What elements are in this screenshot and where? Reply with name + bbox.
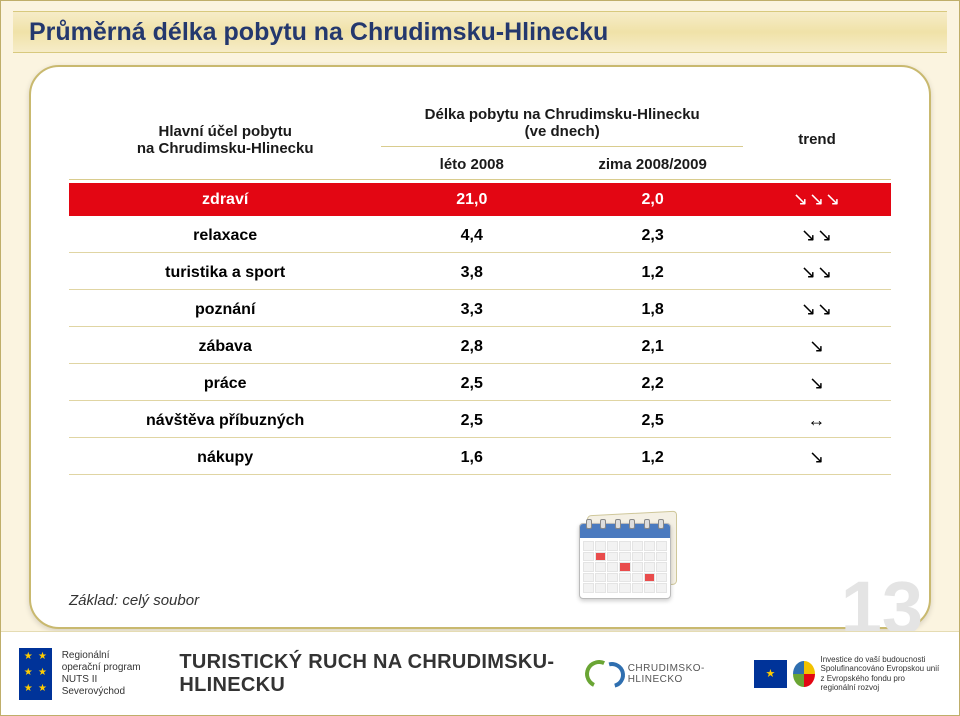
col3-header: trend <box>743 100 891 180</box>
col0-header-line1: Hlavní účel pobytu <box>79 123 371 140</box>
eu-wave-icon <box>793 661 815 687</box>
row-label: turistika a sport <box>69 256 381 290</box>
row-leto: 3,3 <box>381 293 562 327</box>
table-row: nákupy 1,6 1,2 ↘ <box>69 441 891 475</box>
row-trend: ↔ <box>743 404 891 438</box>
row-zima: 1,8 <box>562 293 743 327</box>
row-leto: 21,0 <box>381 183 562 216</box>
col12-header: Délka pobytu na Chrudimsku-Hlinecku (ve … <box>381 100 743 147</box>
table-row: poznání 3,3 1,8 ↘↘ <box>69 293 891 327</box>
col0-header-line2: na Chrudimsku-Hlinecku <box>79 140 371 157</box>
slide: Průměrná délka pobytu na Chrudimsku-Hlin… <box>0 0 960 716</box>
footer: ★★★★★★ Regionální operační program NUTS … <box>1 631 959 715</box>
row-label: zábava <box>69 330 381 364</box>
rop-text: Regionální operační program NUTS II Seve… <box>62 650 146 698</box>
row-label: nákupy <box>69 441 381 475</box>
row-zima: 2,5 <box>562 404 743 438</box>
row-zima: 2,0 <box>562 183 743 216</box>
row-zima: 2,3 <box>562 219 743 253</box>
table-row: práce 2,5 2,2 ↘ <box>69 367 891 401</box>
eu-fund-text: Investice do vaší budoucnosti Spolufinan… <box>821 655 942 692</box>
eu-flag-icon: ★ <box>754 660 787 688</box>
calendar-icon <box>579 513 689 613</box>
row-label: návštěva příbuzných <box>69 404 381 438</box>
row-trend: ↘↘ <box>743 256 891 290</box>
row-leto: 4,4 <box>381 219 562 253</box>
table-row: zábava 2,8 2,1 ↘ <box>69 330 891 364</box>
row-label: relaxace <box>69 219 381 253</box>
row-label: zdraví <box>69 183 381 216</box>
swirl-icon <box>585 660 622 688</box>
eu-fund-logo: ★ Investice do vaší budoucnosti Spolufin… <box>754 655 941 692</box>
row-trend: ↘ <box>743 367 891 401</box>
table-row: zdraví 21,0 2,0 ↘↘↘ <box>69 183 891 216</box>
slide-title: Průměrná délka pobytu na Chrudimsku-Hlin… <box>29 18 608 47</box>
table-row: návštěva příbuzných 2,5 2,5 ↔ <box>69 404 891 438</box>
row-leto: 2,5 <box>381 367 562 401</box>
col12-header-line1: Délka pobytu na Chrudimsku-Hlinecku <box>391 106 733 123</box>
data-table: Hlavní účel pobytu na Chrudimsku-Hlineck… <box>69 97 891 478</box>
row-zima: 1,2 <box>562 256 743 290</box>
col0-header: Hlavní účel pobytu na Chrudimsku-Hlineck… <box>69 100 381 180</box>
row-trend: ↘↘ <box>743 293 891 327</box>
rop-line2: operační program <box>62 662 146 674</box>
table-row: turistika a sport 3,8 1,2 ↘↘ <box>69 256 891 290</box>
chrudimsko-logo-text: CHRUDIMSKO-HLINECKO <box>628 663 738 685</box>
row-trend: ↘↘ <box>743 219 891 253</box>
eu-line1: Investice do vaší budoucnosti <box>821 655 942 664</box>
sub-leto: léto 2008 <box>381 150 562 180</box>
row-zima: 1,2 <box>562 441 743 475</box>
col12-header-line2: (ve dnech) <box>391 123 733 140</box>
rop-line3: NUTS II Severovýchod <box>62 674 146 698</box>
row-label: poznání <box>69 293 381 327</box>
table-body: zdraví 21,0 2,0 ↘↘↘ relaxace 4,4 2,3 ↘↘ … <box>69 183 891 475</box>
eu-line2: Spolufinancováno Evropskou unií <box>821 664 942 673</box>
row-leto: 1,6 <box>381 441 562 475</box>
eu-stars-icon: ★★★★★★ <box>19 648 52 700</box>
row-leto: 3,8 <box>381 256 562 290</box>
footer-title: TURISTICKÝ RUCH NA CHRUDIMSKU-HLINECKU <box>179 651 585 697</box>
content-card: Hlavní účel pobytu na Chrudimsku-Hlineck… <box>29 65 931 629</box>
eu-line3: z Evropského fondu pro regionální rozvoj <box>821 674 942 692</box>
table-header-row-1: Hlavní účel pobytu na Chrudimsku-Hlineck… <box>69 100 891 147</box>
row-trend: ↘ <box>743 330 891 364</box>
row-trend: ↘ <box>743 441 891 475</box>
row-trend: ↘↘↘ <box>743 183 891 216</box>
footer-left-block: ★★★★★★ Regionální operační program NUTS … <box>19 648 145 700</box>
row-label: práce <box>69 367 381 401</box>
row-leto: 2,8 <box>381 330 562 364</box>
row-zima: 2,1 <box>562 330 743 364</box>
rop-line1: Regionální <box>62 650 146 662</box>
title-strip: Průměrná délka pobytu na Chrudimsku-Hlin… <box>13 11 947 53</box>
footer-right: CHRUDIMSKO-HLINECKO ★ Investice do vaší … <box>585 655 941 692</box>
table-row: relaxace 4,4 2,3 ↘↘ <box>69 219 891 253</box>
row-zima: 2,2 <box>562 367 743 401</box>
sub-zima: zima 2008/2009 <box>562 150 743 180</box>
chrudimsko-logo: CHRUDIMSKO-HLINECKO <box>585 660 738 688</box>
basis-note: Základ: celý soubor <box>69 592 199 609</box>
row-leto: 2,5 <box>381 404 562 438</box>
